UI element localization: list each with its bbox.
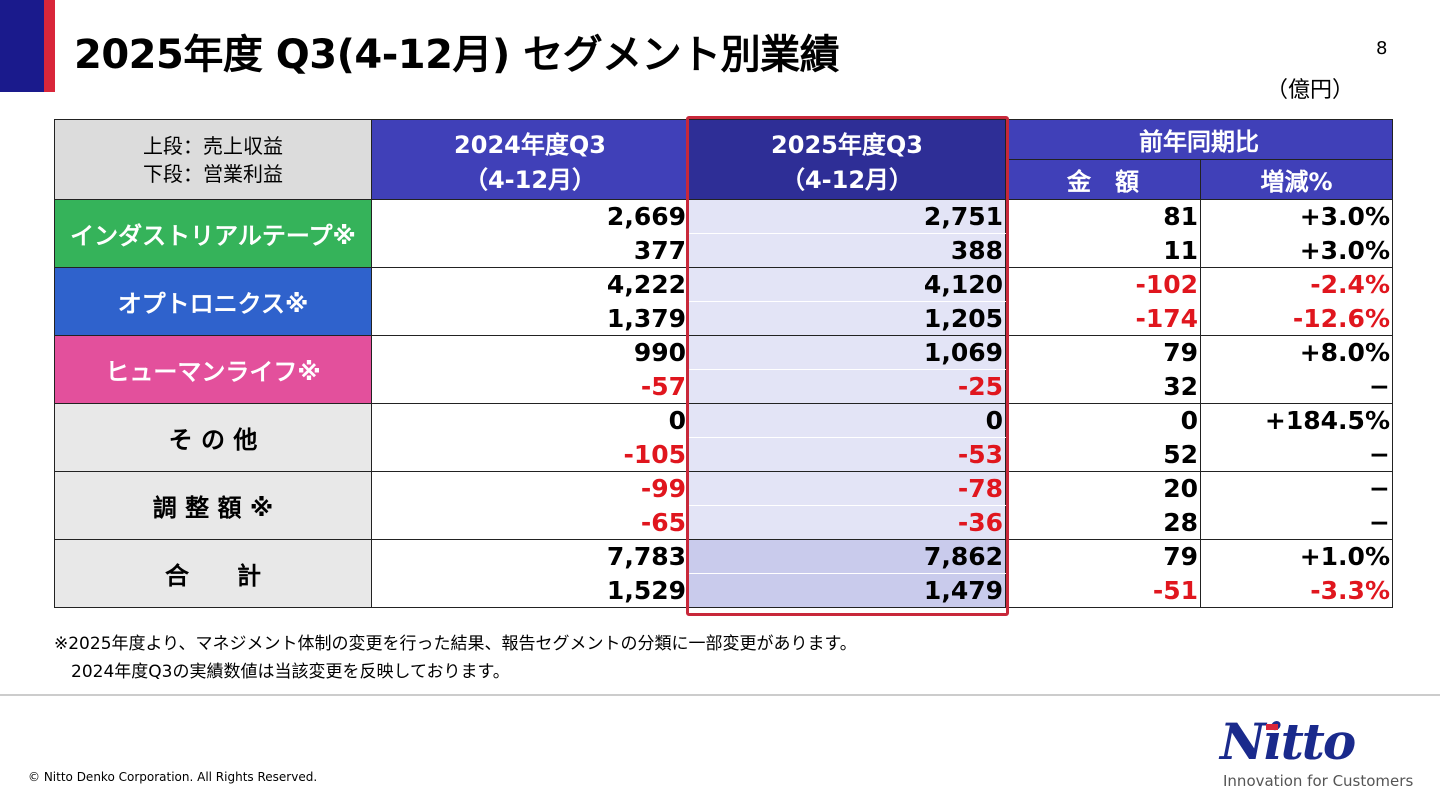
revenue-prev-year: -99	[371, 471, 689, 506]
operating-profit-current-year: -53	[688, 437, 1006, 472]
revenue-yoy-amount: 20	[1005, 471, 1201, 506]
operating-profit-prev-year: -105	[371, 437, 689, 472]
operating-profit-yoy-pct: −	[1200, 369, 1393, 404]
revenue-yoy-pct: −	[1200, 471, 1393, 506]
title-bar-accent	[0, 0, 44, 92]
operating-profit-yoy-amount: 28	[1005, 505, 1201, 540]
revenue-yoy-amount: -102	[1005, 267, 1201, 302]
table-row: -105 -53 52−	[55, 437, 1393, 472]
revenue-yoy-pct: +8.0%	[1200, 335, 1393, 370]
operating-profit-yoy-pct: -12.6%	[1200, 301, 1393, 336]
revenue-current-year: 1,069	[688, 335, 1006, 370]
revenue-current-year: 2,751	[688, 199, 1006, 234]
operating-profit-prev-year: 1,379	[371, 301, 689, 336]
header-pct: 増減%	[1200, 159, 1393, 200]
nitto-logo: Ni tto	[1220, 712, 1356, 771]
segment-table: 上段：売上収益 下段：営業利益 2024年度Q3 （4-12月） 2025年度Q3 （…	[54, 119, 1393, 608]
operating-profit-prev-year: 377	[371, 233, 689, 268]
revenue-yoy-amount: 81	[1005, 199, 1201, 234]
header-yoy: 前年同期比	[1005, 119, 1393, 160]
segment-label: 合 計	[54, 539, 372, 608]
revenue-prev-year: 7,783	[371, 539, 689, 574]
revenue-yoy-amount: 79	[1005, 539, 1201, 574]
table-row: 1,529 1,479 -51 -3.3%	[55, 573, 1393, 608]
title-bar-accent-red	[44, 0, 55, 92]
operating-profit-yoy-pct: +3.0%	[1200, 233, 1393, 268]
table-row: オプトロニクス※ 4,222 4,120 -102 -2.4%	[54, 267, 1393, 336]
operating-profit-yoy-amount: 32	[1005, 369, 1201, 404]
operating-profit-yoy-pct: -3.3%	[1200, 573, 1393, 608]
header-amount: 金 額	[1005, 159, 1201, 200]
operating-profit-yoy-amount: -51	[1005, 573, 1201, 608]
revenue-prev-year: 990	[371, 335, 689, 370]
operating-profit-yoy-amount: 11	[1005, 233, 1201, 268]
revenue-current-year: -78	[688, 471, 1006, 506]
revenue-yoy-pct: +184.5%	[1200, 403, 1393, 438]
copyright: © Nitto Denko Corporation. All Rights Re…	[28, 770, 318, 784]
revenue-current-year: 4,120	[688, 267, 1006, 302]
segment-label: インダストリアルテープ※	[54, 199, 372, 268]
revenue-current-year: 7,862	[688, 539, 1006, 574]
page-number: 8	[1376, 38, 1388, 59]
operating-profit-prev-year: 1,529	[371, 573, 689, 608]
operating-profit-current-year: 1,479	[688, 573, 1006, 608]
segment-label: そ の 他	[54, 403, 372, 472]
unit-label: （億円）	[1266, 78, 1355, 103]
operating-profit-yoy-amount: -174	[1005, 301, 1201, 336]
revenue-prev-year: 0	[371, 403, 689, 438]
table-row: 調 整 額 ※ -99 -78 20−	[54, 471, 1393, 540]
header-prev-year: 2024年度Q3 （4-12月）	[371, 119, 689, 200]
table-row: 1,379 1,205 -174 -12.6%	[55, 301, 1393, 336]
table-legend: 上段：売上収益 下段：営業利益	[54, 119, 372, 200]
revenue-current-year: 0	[688, 403, 1006, 438]
table-row: ヒューマンライフ※ 990 1,069 79 +8.0%	[54, 335, 1393, 404]
logo-tagline: Innovation for Customers	[1223, 772, 1414, 790]
page-title: 2025年度 Q3(4-12月) セグメント別業績	[74, 32, 840, 78]
table-row: 合 計 7,783 7,862 79 +1.0%	[54, 539, 1393, 608]
revenue-yoy-amount: 0	[1005, 403, 1201, 438]
footer-divider	[0, 694, 1440, 696]
footnote: ※2025年度より、マネジメント体制の変更を行った結果、報告セグメントの分類に一…	[54, 634, 857, 682]
revenue-yoy-pct: +1.0%	[1200, 539, 1393, 574]
revenue-prev-year: 4,222	[371, 267, 689, 302]
table-row: そ の 他 0 0 0 +184.5%	[54, 403, 1393, 472]
revenue-prev-year: 2,669	[371, 199, 689, 234]
operating-profit-yoy-amount: 52	[1005, 437, 1201, 472]
table-row: -65 -36 28−	[55, 505, 1393, 540]
operating-profit-yoy-pct: −	[1200, 505, 1393, 540]
segment-label: オプトロニクス※	[54, 267, 372, 336]
operating-profit-current-year: -36	[688, 505, 1006, 540]
table-row: -57 -25 32−	[55, 369, 1393, 404]
operating-profit-prev-year: -65	[371, 505, 689, 540]
segment-label: 調 整 額 ※	[54, 471, 372, 540]
revenue-yoy-amount: 79	[1005, 335, 1201, 370]
operating-profit-prev-year: -57	[371, 369, 689, 404]
operating-profit-yoy-pct: −	[1200, 437, 1393, 472]
current-year-highlight	[686, 116, 1009, 616]
revenue-yoy-pct: +3.0%	[1200, 199, 1393, 234]
segment-label: ヒューマンライフ※	[54, 335, 372, 404]
revenue-yoy-pct: -2.4%	[1200, 267, 1393, 302]
